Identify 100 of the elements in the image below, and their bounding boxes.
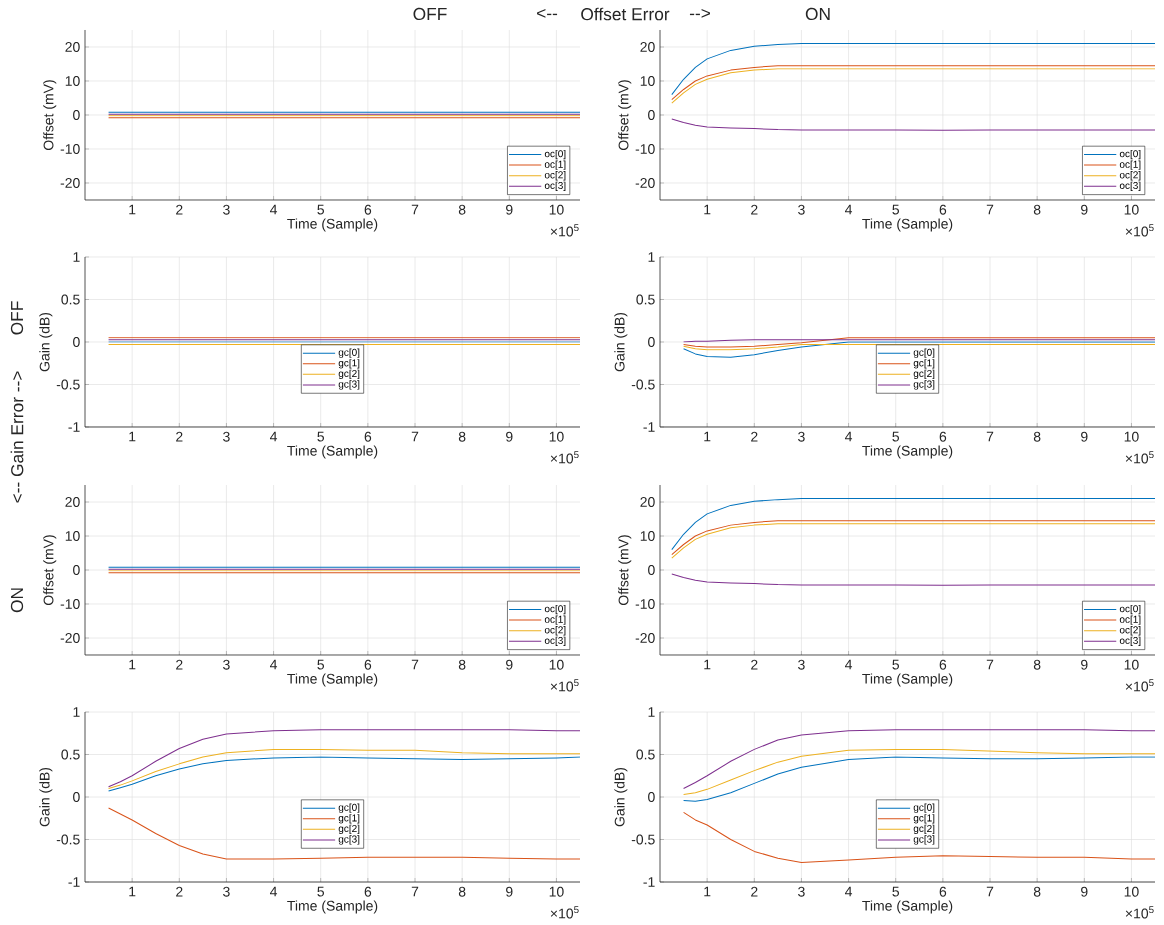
- text: <--: [537, 8, 558, 18]
- x-tick-label: 7: [986, 431, 994, 442]
- y-tick-label: -1: [68, 422, 80, 432]
- text: ×10$^{5}$: [1125, 679, 1154, 692]
- x-tick-label: 5: [317, 204, 325, 215]
- x-tick-label: 6: [939, 204, 947, 215]
- x-tick-label: 8: [458, 886, 466, 897]
- y-axis-title: Gain (dB): [39, 767, 53, 827]
- x-tick-label: 1: [129, 204, 136, 215]
- x-tick-label: 9: [1081, 431, 1088, 442]
- y-axis-title: Offset (mV): [618, 80, 632, 150]
- legend-label: oc[2]: [544, 171, 566, 181]
- x-tick-label: 3: [798, 204, 805, 215]
- x-tick-label: 3: [223, 431, 230, 442]
- x-axis-title: Time (Sample): [862, 673, 953, 687]
- x-tick-label: 7: [986, 886, 994, 897]
- x-tick-label: 3: [223, 886, 230, 897]
- y-axis-title: Offset (mV): [618, 535, 632, 605]
- y-tick-label: 0: [73, 565, 80, 575]
- x-tick-label: 5: [892, 659, 900, 670]
- y-tick-label: 1: [73, 707, 80, 717]
- y-tick-label: -10: [60, 144, 80, 154]
- x-axis-title: Time (Sample): [287, 673, 378, 687]
- legend-label: oc[0]: [544, 149, 566, 160]
- text: Offset Error: [581, 7, 670, 21]
- legend-label: oc[2]: [1119, 626, 1141, 636]
- text: -->: [689, 8, 710, 18]
- y-tick-label: 20: [640, 42, 655, 52]
- y-tick-label: 0: [648, 110, 655, 120]
- y-tick-label: 0.5: [61, 749, 80, 760]
- x-tick-label: 3: [798, 886, 805, 897]
- x-tick-label: 6: [939, 431, 947, 442]
- y-tick-label: 0: [648, 792, 655, 802]
- y-tick-label: 1: [648, 252, 655, 262]
- y-tick-label: -10: [635, 144, 655, 154]
- legend-label: oc[1]: [544, 160, 566, 170]
- legend-label: oc[3]: [1119, 181, 1141, 191]
- y-tick-label: 0: [648, 337, 655, 347]
- y-tick-label: -1: [643, 422, 655, 432]
- x-tick-label: 8: [1033, 204, 1041, 215]
- legend-label: gc[2]: [338, 369, 360, 380]
- x-tick-label: 9: [506, 204, 513, 215]
- legend-label: oc[3]: [1119, 636, 1141, 646]
- text: ON: [805, 7, 830, 21]
- x-tick-label: 3: [798, 659, 805, 670]
- x-tick-label: 2: [751, 886, 758, 897]
- y-axis-title: Offset (mV): [43, 535, 57, 605]
- y-tick-label: -1: [643, 877, 655, 887]
- y-axis-title: Gain (dB): [614, 767, 628, 827]
- x-tick-label: 7: [411, 886, 419, 897]
- y-tick-label: 10: [640, 531, 655, 541]
- text: OFF: [10, 301, 24, 335]
- legend-label: gc[1]: [338, 814, 360, 824]
- x-axis-title: Time (Sample): [287, 900, 378, 914]
- y-tick-label: 1: [648, 707, 655, 717]
- x-tick-label: 1: [129, 659, 136, 670]
- x-tick-label: 9: [1081, 659, 1088, 670]
- text: ON: [10, 588, 24, 613]
- y-tick-label: 20: [640, 497, 655, 507]
- legend-label: oc[3]: [544, 636, 566, 646]
- y-tick-label: -20: [635, 178, 655, 188]
- x-tick-label: 1: [704, 886, 711, 897]
- legend-label: oc[1]: [1119, 160, 1141, 170]
- y-axis-title: Gain (dB): [39, 312, 53, 372]
- x-tick-label: 5: [317, 886, 325, 897]
- x-tick-label: 4: [270, 886, 278, 897]
- y-tick-label: 0: [73, 337, 80, 347]
- x-tick-label: 3: [798, 431, 805, 442]
- legend-label: gc[0]: [338, 803, 360, 813]
- x-tick-label: 2: [176, 659, 183, 670]
- y-tick-label: -0.5: [631, 379, 655, 390]
- x-tick-label: 1: [129, 431, 136, 442]
- x-tick-label: 10: [1124, 886, 1139, 897]
- x-tick-label: 10: [1124, 204, 1139, 215]
- x-tick-label: 10: [549, 431, 564, 442]
- y-tick-label: 20: [65, 42, 80, 52]
- x-tick-label: 4: [845, 204, 853, 215]
- y-tick-label: -0.5: [56, 379, 80, 390]
- y-tick-label: -20: [60, 178, 80, 188]
- x-tick-label: 6: [364, 886, 372, 897]
- y-tick-label: 10: [65, 76, 80, 86]
- legend-label: gc[1]: [913, 359, 935, 369]
- x-tick-label: 3: [223, 659, 230, 670]
- x-tick-label: 6: [364, 659, 372, 670]
- legend-label: gc[3]: [338, 835, 360, 845]
- x-tick-label: 2: [751, 204, 758, 215]
- x-tick-label: 10: [549, 659, 564, 670]
- text: OFF: [413, 7, 447, 21]
- x-axis-title: Time (Sample): [862, 445, 953, 459]
- legend-label: oc[1]: [1119, 615, 1141, 625]
- x-tick-label: 7: [986, 204, 994, 215]
- legend-label: gc[0]: [338, 348, 360, 358]
- x-tick-label: 7: [411, 431, 419, 442]
- y-tick-label: -20: [60, 633, 80, 643]
- legend-label: gc[2]: [913, 824, 935, 835]
- y-tick-label: -20: [635, 633, 655, 643]
- x-tick-label: 2: [176, 886, 183, 897]
- x-tick-label: 4: [845, 431, 853, 442]
- text: ×10$^{5}$: [550, 679, 579, 692]
- x-tick-label: 8: [458, 659, 466, 670]
